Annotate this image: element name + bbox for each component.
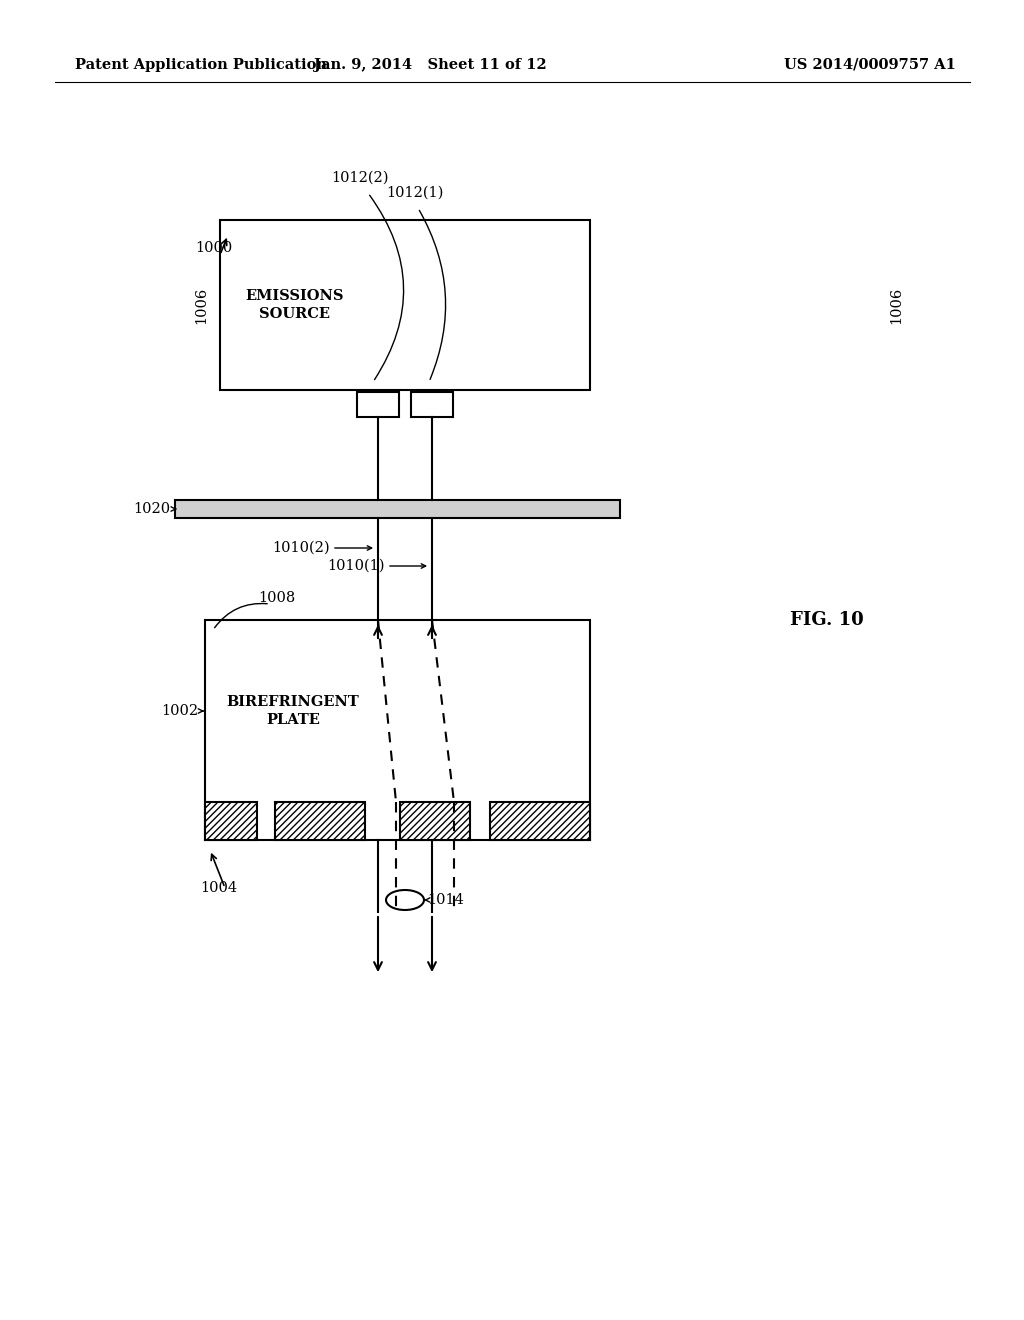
Text: 1006: 1006 [889,286,903,323]
Text: 1008: 1008 [258,591,295,605]
Bar [220,220,590,389]
Text: 1012(1): 1012(1) [386,186,443,201]
Bar [175,500,620,517]
Bar [411,392,453,417]
Bar [357,392,399,417]
Bar [490,803,590,840]
Text: FIG. 10: FIG. 10 [790,611,864,630]
Text: 1000: 1000 [195,242,232,255]
Bar [275,803,365,840]
Text: BIREFRINGENT
PLATE: BIREFRINGENT PLATE [226,694,359,727]
Bar [205,803,257,840]
Bar [400,803,470,840]
Text: 1014: 1014 [427,894,464,907]
Text: US 2014/0009757 A1: US 2014/0009757 A1 [784,58,956,73]
Text: 1004: 1004 [200,880,238,895]
Text: Jan. 9, 2014   Sheet 11 of 12: Jan. 9, 2014 Sheet 11 of 12 [313,58,547,73]
Text: 1010(1): 1010(1) [328,558,385,573]
Bar [205,620,590,840]
Text: 1010(2): 1010(2) [272,541,330,554]
Text: 1012(2): 1012(2) [331,172,389,185]
Text: 1020: 1020 [133,502,170,516]
Text: 1002: 1002 [161,704,198,718]
Text: 1006: 1006 [194,286,208,323]
Text: EMISSIONS
SOURCE: EMISSIONS SOURCE [246,289,344,321]
Text: Patent Application Publication: Patent Application Publication [75,58,327,73]
